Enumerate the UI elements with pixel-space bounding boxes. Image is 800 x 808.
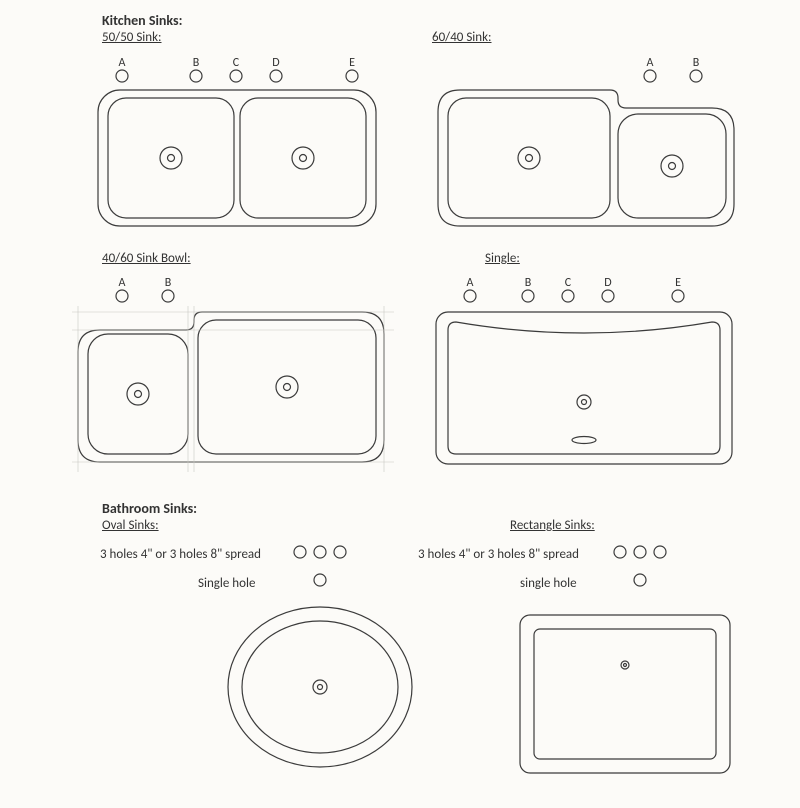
rect-title: Rectangle Sinks: <box>510 518 595 533</box>
oval-sink-svg <box>215 595 425 780</box>
rect-single-note: single hole <box>520 576 577 591</box>
rect-spread-note: 3 holes 4" or 3 holes 8" spread <box>418 547 579 562</box>
rect-sink-svg <box>510 605 740 785</box>
